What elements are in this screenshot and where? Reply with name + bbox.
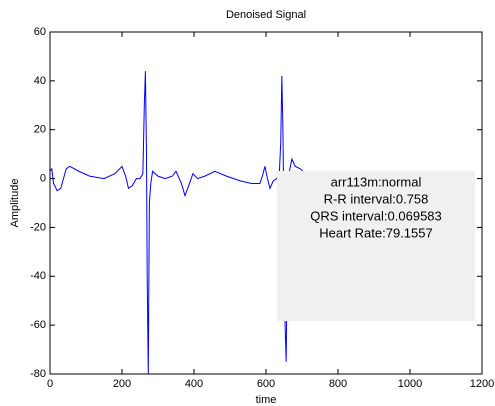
annotation-text: QRS interval:0.069583: [310, 208, 442, 223]
x-tick-label: 1200: [470, 378, 494, 390]
y-tick-label: 0: [40, 172, 46, 184]
annotation-box: [277, 171, 475, 321]
y-tick-label: -60: [30, 319, 46, 331]
y-tick-label: -40: [30, 270, 46, 282]
y-tick-label: 40: [34, 75, 46, 87]
y-tick-label: -20: [30, 221, 46, 233]
x-tick-label: 200: [113, 378, 131, 390]
x-tick-label: 400: [185, 378, 203, 390]
annotation-text: R-R interval:0.758: [324, 191, 429, 206]
annotation-text: arr113m:normal: [331, 174, 422, 189]
y-tick-label: 60: [34, 26, 46, 38]
x-axis-label: time: [256, 394, 277, 406]
y-tick-label: 20: [34, 124, 46, 136]
chart-title: Denoised Signal: [226, 9, 306, 21]
plot-border: [49, 31, 483, 375]
y-tick-label: -80: [30, 368, 46, 380]
x-tick-label: 0: [47, 378, 53, 390]
x-tick-label: 800: [329, 378, 347, 390]
y-axis-label: Amplitude: [9, 179, 21, 228]
annotation-text: Heart Rate:79.1557: [319, 225, 432, 240]
x-tick-label: 600: [257, 378, 275, 390]
x-tick-label: 1000: [398, 378, 422, 390]
